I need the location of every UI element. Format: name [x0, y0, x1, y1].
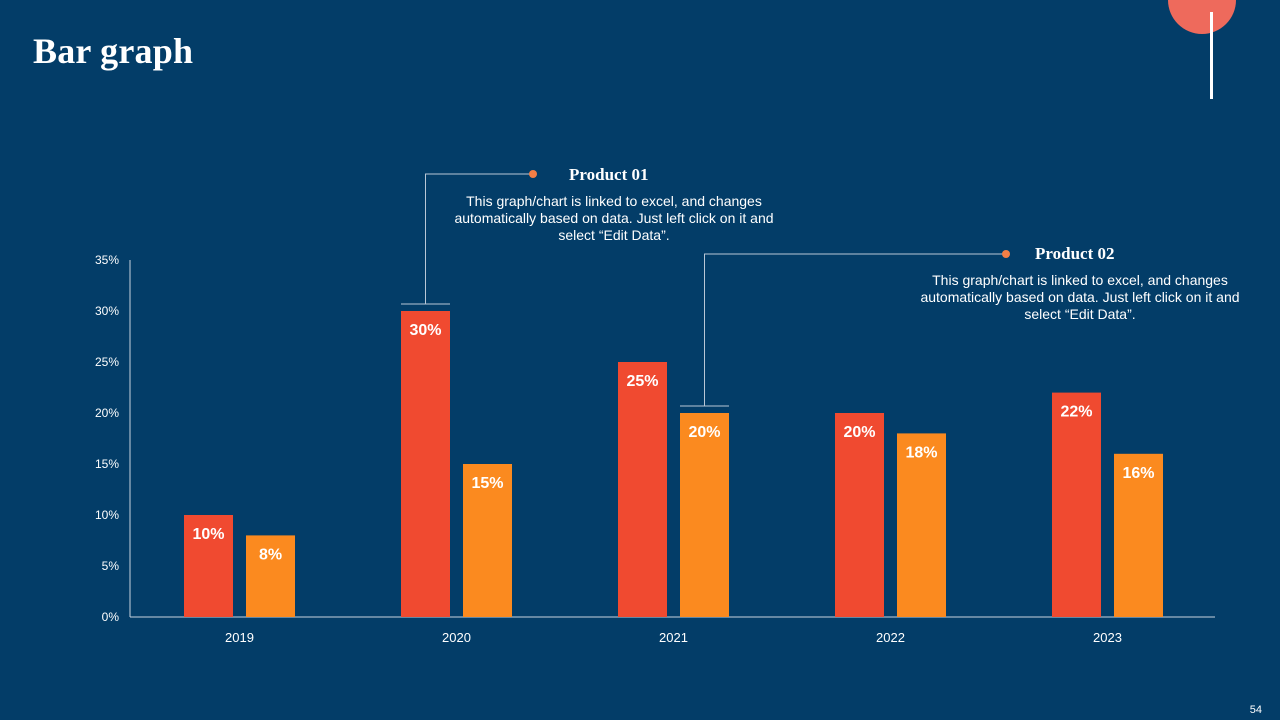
bar-product-02-2022 — [897, 433, 946, 617]
callout-product-01-line — [425, 173, 533, 304]
x-tick-label: 2019 — [225, 630, 254, 645]
bar-product-02-2023 — [1114, 453, 1163, 617]
bar-product-01-2022 — [835, 413, 884, 617]
x-tick-label: 2020 — [442, 630, 471, 645]
data-label: 8% — [259, 546, 282, 563]
data-label: 20% — [688, 424, 720, 441]
page-number: 54 — [1249, 704, 1262, 716]
data-label: 15% — [471, 475, 503, 492]
x-tick-label: 2021 — [659, 630, 688, 645]
data-label: 22% — [1060, 404, 1092, 421]
x-tick-label: 2022 — [876, 630, 905, 645]
y-tick-label: 30% — [95, 304, 119, 318]
chart-bars: 10% 8% 30% 15% 25% 20% 20% 18% 22% 16% — [184, 311, 1163, 617]
callout-product-02-text: This graph/chart is linked to excel, and… — [920, 272, 1240, 322]
y-tick-label: 25% — [95, 355, 119, 369]
data-label: 30% — [409, 322, 441, 339]
callout-product-01-title: Product 01 — [569, 165, 649, 184]
y-tick-label: 15% — [95, 457, 119, 471]
x-tick-label: 2023 — [1093, 630, 1122, 645]
data-label: 18% — [905, 444, 937, 461]
bar-product-01-2019 — [184, 515, 233, 617]
data-label: 10% — [192, 526, 224, 543]
callout-product-01-text: This graph/chart is linked to excel, and… — [454, 193, 774, 243]
bar-product-02-2021 — [680, 413, 729, 617]
bar-product-01-2023 — [1052, 392, 1101, 617]
callout-product-01-dot — [529, 170, 537, 178]
data-label: 16% — [1122, 465, 1154, 482]
chart-axes: 0% 5% 10% 15% 20% 25% 30% 35% 2019 2020 2021 2022 20… — [95, 253, 1215, 645]
page-title: Bar graph — [33, 31, 194, 71]
bar-product-01-2020 — [401, 311, 450, 617]
bar-product-02-2020 — [463, 464, 512, 617]
data-label: 25% — [626, 373, 658, 390]
callout-product-02-dot — [1002, 250, 1010, 258]
callout-connectors — [401, 170, 1010, 407]
decorative-line — [1210, 12, 1213, 99]
y-tick-label: 20% — [95, 406, 119, 420]
data-label: 20% — [843, 424, 875, 441]
bar-product-01-2021 — [618, 362, 667, 617]
callout-product-02-line — [704, 253, 1006, 406]
bar-product-02-2019 — [246, 535, 295, 617]
callout-product-02-title: Product 02 — [1035, 244, 1115, 263]
y-tick-label: 35% — [95, 253, 119, 267]
y-tick-label: 5% — [102, 559, 120, 573]
y-tick-label: 0% — [102, 610, 120, 624]
y-tick-label: 10% — [95, 508, 119, 522]
